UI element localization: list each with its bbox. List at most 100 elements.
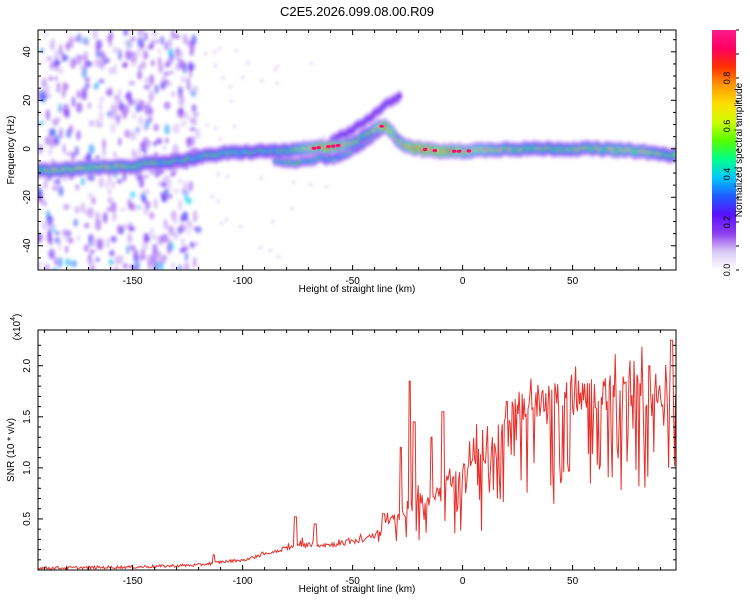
spectrogram-blob — [186, 229, 192, 235]
spectrogram-blob — [180, 75, 186, 84]
spectrogram-blob — [94, 82, 100, 90]
spectrogram-core — [379, 124, 384, 128]
spectrogram-blob — [91, 236, 97, 247]
spectrogram-blob — [277, 255, 280, 259]
spectrogram-blob — [164, 79, 168, 84]
snr-scale-prefix: (x10 — [12, 320, 23, 340]
spectrogram-blob — [39, 94, 47, 103]
spectrogram-blob — [46, 214, 54, 227]
spectrogram-blob — [142, 195, 147, 205]
spectrogram-blob — [110, 103, 117, 116]
spectrogram-blob — [44, 263, 50, 270]
spectrogram-blob — [178, 178, 182, 184]
x-tick-label: -100 — [233, 576, 253, 587]
spectrogram-blob — [83, 223, 90, 228]
spectrogram-blob — [147, 115, 153, 124]
spectrogram-blob — [164, 123, 171, 135]
spectrogram-blob — [62, 81, 68, 92]
y-tick-label: 20 — [22, 94, 33, 106]
spectrogram-blob — [143, 188, 150, 195]
spectrogram-blob — [75, 183, 79, 191]
spectrogram-blob — [73, 218, 79, 227]
spectrogram-blob — [222, 76, 225, 80]
spectrogram-blob — [205, 123, 208, 127]
spectrogram-blob — [105, 88, 113, 97]
spectrogram-blob — [129, 244, 136, 251]
spectrogram-blob — [86, 61, 93, 67]
spectrogram-blob — [397, 94, 402, 98]
spectrogram-blob — [75, 54, 82, 65]
spectrogram-blob — [186, 138, 191, 143]
spectrogram-blob — [54, 76, 58, 81]
spectrogram-blob — [126, 244, 130, 255]
spectrogram-blob — [190, 135, 196, 146]
spectrogram-blob — [74, 206, 81, 214]
spectrogram-blob — [192, 85, 199, 94]
spectrogram-blob — [144, 118, 150, 131]
spectrogram-blob — [246, 61, 250, 65]
spectrogram-core — [456, 149, 462, 153]
spectrogram-blob — [119, 207, 127, 212]
snr-x-ticks: -150 -100 -50 0 50 — [44, 330, 662, 587]
spectrogram-blob — [84, 76, 90, 83]
spectrogram-blob — [54, 230, 60, 236]
spectrogram-blob — [65, 245, 69, 254]
spectrogram-blob — [151, 31, 158, 37]
spectrogram-blob — [129, 133, 137, 141]
spectrogram-blob — [144, 77, 149, 84]
spectrogram-blob — [191, 104, 197, 113]
spectrogram-core — [423, 147, 428, 152]
spectrogram-blob — [178, 107, 184, 116]
spectrogram-blob — [137, 30, 145, 37]
spectrogram-blob — [291, 207, 294, 211]
spectrogram-blob — [45, 109, 51, 121]
spectrogram-blob — [119, 100, 123, 110]
spectrogram-blob — [229, 85, 232, 89]
spectrogram-blob — [57, 106, 63, 113]
spectrogram-blob — [56, 177, 61, 186]
spectrogram-blob — [160, 35, 165, 45]
spectrogram-blob — [143, 232, 150, 243]
spectrogram-blob — [112, 211, 117, 221]
spectrogram-blob — [99, 50, 106, 60]
colorbar-tick-label: 0.4 — [722, 168, 732, 181]
spectrogram-blob — [62, 203, 69, 211]
chart-title: C2E5.2026.099.08.00.R09 — [280, 4, 434, 19]
spectrogram-blob — [110, 122, 116, 134]
spectrogram-blob — [102, 212, 108, 224]
spectrogram-blob — [42, 78, 48, 83]
x-tick-label: 50 — [567, 576, 579, 587]
spectrogram-blob — [151, 38, 156, 46]
spectrogram-blob — [102, 138, 107, 150]
spectrogram-blob — [211, 194, 214, 199]
spectrogram-blob — [108, 258, 115, 266]
spectrogram-blob — [163, 101, 171, 110]
spectrogram-blob — [57, 256, 63, 268]
spectrogram-blob — [48, 76, 53, 81]
spectrogram-blob — [45, 94, 52, 99]
spectrogram-heat — [38, 30, 676, 270]
y-tick-label: 0.5 — [22, 512, 33, 526]
spectrogram-core — [326, 145, 331, 149]
spectrogram-blob — [169, 70, 174, 75]
spectrogram-blob — [138, 175, 145, 188]
x-tick-label: 0 — [460, 276, 466, 287]
spectrogram-blob — [92, 30, 98, 40]
spectrogram-blob — [153, 198, 158, 209]
spectrogram-blob — [57, 240, 62, 251]
spectrogram-blob — [38, 120, 45, 126]
spectrogram-blob — [170, 91, 176, 98]
spectrogram-core — [311, 146, 317, 150]
spectrogram-blob — [133, 254, 139, 264]
spectrogram-blob — [193, 226, 198, 231]
spectrogram-blob — [74, 36, 78, 42]
spectrogram-blob — [217, 200, 220, 204]
x-tick-label: -50 — [345, 576, 360, 587]
spectrogram-blob — [96, 122, 104, 128]
spectrogram-blob — [213, 50, 217, 54]
spectrogram-blob — [74, 145, 79, 157]
spectrogram-blob — [184, 252, 189, 262]
spectrogram-blob — [189, 127, 197, 132]
spectrogram-blob — [98, 79, 105, 84]
spectrogram-blob — [52, 267, 58, 270]
